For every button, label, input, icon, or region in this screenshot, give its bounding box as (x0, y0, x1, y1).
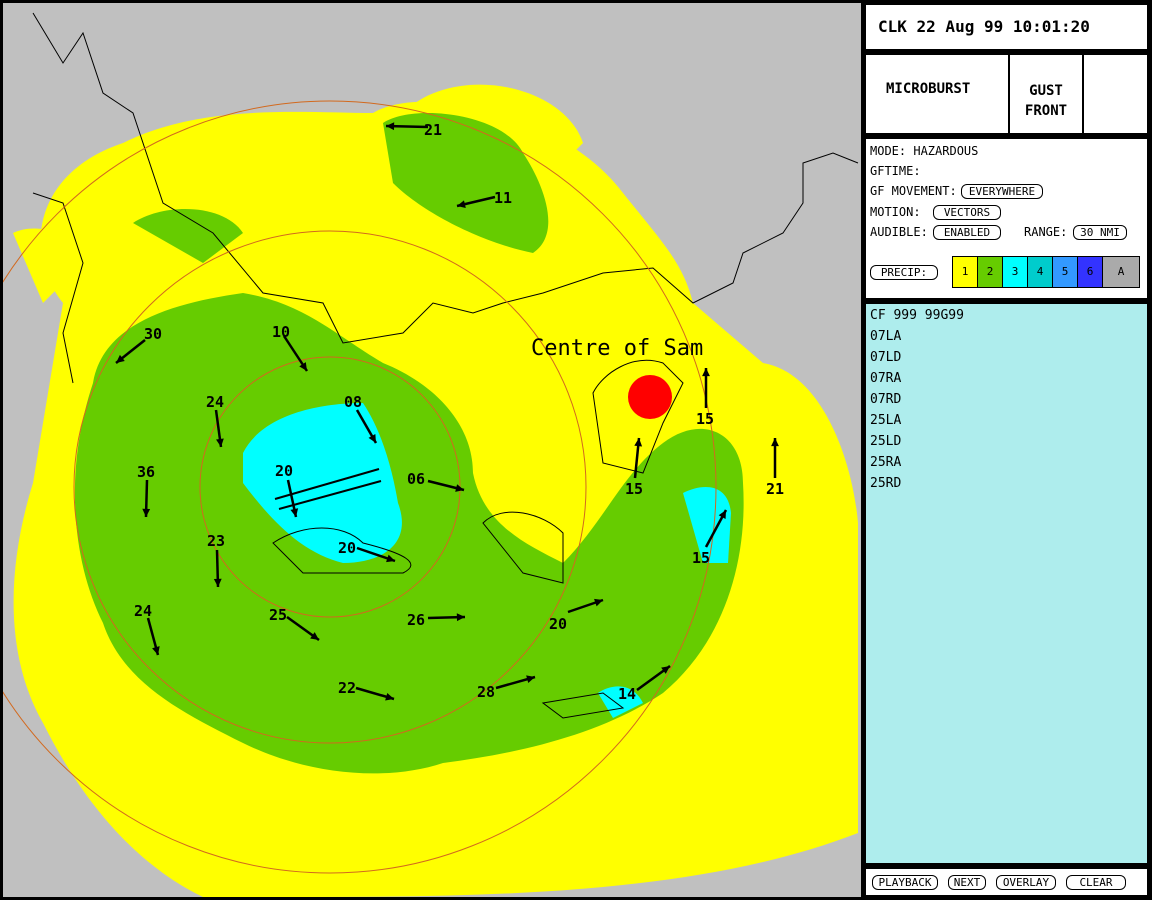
precip-level[interactable]: 4 (1027, 256, 1053, 288)
precip-button[interactable]: PRECIP: (870, 265, 938, 280)
coastline (32, 12, 859, 719)
vector-head (142, 508, 151, 517)
vector-speed: 20 (549, 615, 567, 633)
vector-speed: 30 (144, 325, 162, 343)
overlay-button[interactable]: OVERLAY (996, 875, 1056, 890)
vector-head (661, 666, 670, 674)
storm-centre (628, 375, 672, 419)
vector-head (594, 598, 603, 607)
settings-panel: MODE: HAZARDOUS GFTIME: GF MOVEMENT: EVE… (864, 137, 1149, 300)
vector-speed: 11 (494, 189, 512, 207)
precip-level[interactable]: 5 (1052, 256, 1078, 288)
gftime: GFTIME: (870, 164, 921, 178)
runway-item[interactable]: 07RA (870, 371, 902, 386)
vector-head (368, 434, 376, 443)
motion-button[interactable]: VECTORS (933, 205, 1001, 220)
vector-head (634, 438, 643, 447)
audible-label: AUDIBLE: (870, 225, 928, 239)
vector-speed: 06 (407, 470, 425, 488)
playback-button[interactable]: PLAYBACK (872, 875, 938, 890)
vector-head (385, 692, 394, 701)
vector-speed: 15 (696, 410, 714, 428)
runway-item[interactable]: 25RD (870, 476, 902, 491)
vector-speed: 20 (338, 539, 356, 557)
range-button[interactable]: 30 NMI (1073, 225, 1127, 240)
vector-speed: 28 (477, 683, 495, 701)
vector-speed: 36 (137, 463, 155, 481)
vector-speed: 26 (407, 611, 425, 629)
vector-speed: 24 (206, 393, 224, 411)
vector-speed: 22 (338, 679, 356, 697)
runways (274, 468, 382, 510)
audible-button[interactable]: ENABLED (933, 225, 1001, 240)
range-label: RANGE: (1024, 225, 1068, 239)
vector-head (455, 484, 464, 492)
button-bar: PLAYBACK NEXT OVERLAY CLEAR (864, 867, 1149, 897)
radar-map: Centre of Sam 21 11 30 10 24 08 36 20 06 23 20 24 25… (3, 3, 861, 897)
precip-level-3 (243, 403, 731, 718)
vector-head (386, 554, 395, 563)
clock-panel: CLK 22 Aug 99 10:01:20 (864, 3, 1149, 51)
motion-label: MOTION: (870, 205, 921, 219)
tab-gust-front[interactable]: GUST FRONT (1024, 83, 1068, 119)
vector-head (310, 632, 319, 640)
vector-speed: 25 (269, 606, 287, 624)
tab-panel: MICROBURST GUST FRONT (864, 53, 1149, 135)
runway-item[interactable]: 25LD (870, 434, 902, 449)
gf-movement-label: GF MOVEMENT: (870, 184, 957, 198)
vector-speed: 20 (275, 462, 293, 480)
runway-panel (864, 302, 1149, 865)
tab-microburst[interactable]: MICROBURST (886, 81, 971, 97)
vector-speed: 10 (272, 323, 290, 341)
vector-head (526, 675, 535, 683)
runway-item[interactable]: 25RA (870, 455, 902, 470)
clear-button[interactable]: CLEAR (1066, 875, 1126, 890)
gf-movement-button[interactable]: EVERYWHERE (961, 184, 1043, 199)
runway-item[interactable]: 07LA (870, 329, 902, 344)
vector-head (771, 438, 779, 447)
runway-item[interactable]: 07RD (870, 392, 902, 407)
vector-speed: 21 (766, 480, 784, 498)
vector-head (116, 354, 125, 363)
vector-head (216, 438, 224, 447)
vector-head (718, 510, 726, 519)
runway-item[interactable]: 07LD (870, 350, 902, 365)
vector-speed: 15 (692, 549, 710, 567)
vector-speed: 15 (625, 480, 643, 498)
precip-level[interactable]: 2 (977, 256, 1003, 288)
vector-head (456, 613, 465, 622)
precip-level[interactable]: 1 (952, 256, 978, 288)
vector-head (213, 578, 222, 587)
wind-vectors: 21 11 30 10 24 08 36 20 06 23 20 24 25 26 20 22 28 14 15 15… (115, 121, 784, 703)
precip-level[interactable]: 6 (1077, 256, 1103, 288)
mode: MODE: HAZARDOUS (870, 144, 979, 158)
vector-head (299, 362, 307, 371)
vector-head (386, 122, 395, 131)
clock: CLK 22 Aug 99 10:01:20 (878, 17, 1090, 36)
storm-label: Centre of Sam (531, 336, 703, 361)
vector-head (290, 508, 299, 517)
precip-level-2 (74, 113, 744, 774)
vector-head (152, 646, 160, 655)
runway-item[interactable]: CF 999 99G99 (870, 308, 964, 323)
precip-level[interactable]: 3 (1002, 256, 1028, 288)
vector-speed: 23 (207, 532, 225, 550)
vector-speed: 21 (424, 121, 442, 139)
vector-speed: 14 (618, 685, 636, 703)
vector-speed: 24 (134, 602, 152, 620)
vector-speed: 08 (344, 393, 362, 411)
vector-head (702, 368, 710, 377)
vector-head (457, 200, 466, 208)
runway-item[interactable]: 25LA (870, 413, 902, 428)
next-button[interactable]: NEXT (948, 875, 986, 890)
precip-level[interactable]: A (1102, 256, 1140, 288)
